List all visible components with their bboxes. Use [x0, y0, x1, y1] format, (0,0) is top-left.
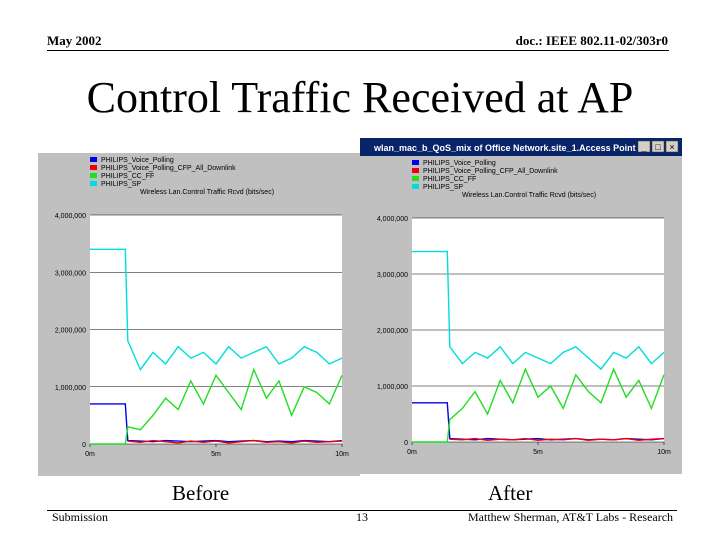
footer-author: Matthew Sherman, AT&T Labs - Research — [468, 510, 674, 524]
chart-title: Wireless Lan.Control Traffic Rcvd (bits/… — [462, 192, 596, 199]
chart-before: PHILIPS_Voice_PollingPHILIPS_Voice_Polli… — [38, 153, 360, 476]
slide-title: Control Traffic Received at AP — [86, 73, 634, 122]
series-line — [90, 367, 343, 445]
legend-label: PHILIPS_CC_FF — [423, 176, 476, 183]
caption-after: After — [488, 481, 533, 505]
maximize-button[interactable] — [651, 140, 665, 153]
series-line — [412, 250, 665, 371]
x-tick-label: 0m — [407, 449, 417, 456]
legend-swatch — [90, 165, 97, 170]
legend-label: PHILIPS_Voice_Polling_CFP_All_Downlink — [101, 165, 236, 172]
y-tick-label: 4,000,000 — [377, 216, 408, 223]
legend-swatch — [412, 184, 419, 189]
header-doc-id: doc.: IEEE 802.11-02/303r0 — [515, 33, 668, 48]
y-tick-label: 0 — [404, 440, 408, 447]
y-tick-label: 2,000,000 — [55, 328, 86, 335]
legend-swatch — [90, 157, 97, 162]
minimize-button[interactable] — [637, 140, 651, 153]
y-tick-label: 3,000,000 — [377, 272, 408, 279]
legend-swatch — [412, 168, 419, 173]
legend-label: PHILIPS_Voice_Polling — [101, 157, 174, 164]
legend-label: PHILIPS_SP — [101, 181, 141, 188]
x-tick-label: 5m — [533, 449, 543, 456]
series-line — [449, 437, 665, 442]
footer-divider — [47, 510, 677, 511]
y-tick-label: 4,000,000 — [55, 213, 86, 220]
x-tick-label: 10m — [657, 449, 671, 456]
window-titlebar — [360, 138, 682, 156]
legend-swatch — [412, 176, 419, 181]
series-line — [127, 439, 343, 444]
window-title: wlan_mac_b_QoS_mix of Office Network.sit… — [373, 143, 636, 153]
header-divider — [47, 50, 669, 51]
footer-submission: Submission — [52, 510, 109, 524]
y-tick-label: 3,000,000 — [55, 270, 86, 277]
legend-swatch — [90, 173, 97, 178]
legend-label: PHILIPS_SP — [423, 184, 463, 191]
minimize-button-label: _ — [640, 142, 647, 152]
x-tick-label: 0m — [85, 451, 95, 458]
maximize-button-label: □ — [655, 142, 661, 152]
header-date: May 2002 — [47, 33, 102, 48]
chart-after-window: wlan_mac_b_QoS_mix of Office Network.sit… — [360, 138, 682, 474]
legend-label: PHILIPS_Voice_Polling_CFP_All_Downlink — [423, 168, 558, 175]
close-button[interactable] — [665, 140, 679, 153]
x-tick-label: 5m — [211, 451, 221, 458]
series-line — [90, 248, 343, 371]
y-tick-label: 2,000,000 — [377, 328, 408, 335]
y-tick-label: 1,000,000 — [55, 385, 86, 392]
chart-before-panel: PHILIPS_Voice_Polling PHILIPS_Voice_Polli… — [38, 153, 360, 476]
y-tick-label: 1,000,000 — [377, 384, 408, 391]
legend-label: PHILIPS_CC_FF — [101, 173, 154, 180]
caption-before: Before — [172, 481, 230, 505]
legend-label: PHILIPS_Voice_Polling — [423, 160, 496, 167]
chart-title: Wireless Lan.Control Traffic Rcvd (bits/… — [140, 189, 274, 196]
x-tick-label: 10m — [335, 451, 349, 458]
legend-swatch — [412, 160, 419, 165]
legend-swatch — [90, 181, 97, 186]
y-tick-label: 0 — [82, 442, 86, 449]
footer-page-number: 13 — [356, 510, 368, 524]
series-line — [412, 367, 665, 443]
chart-after: wlan_mac_b_QoS_mix of Office Network.sit… — [360, 138, 682, 474]
close-button-label: × — [669, 142, 674, 152]
